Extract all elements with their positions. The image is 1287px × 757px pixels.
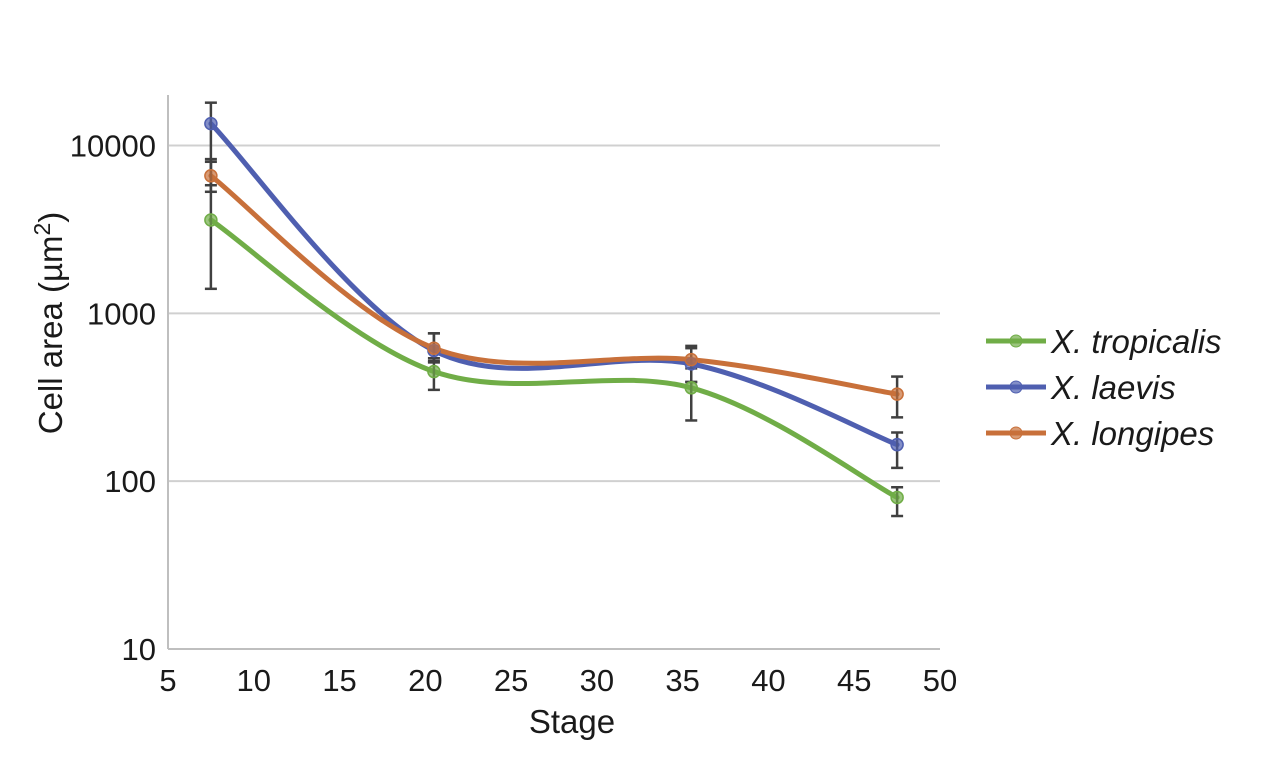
y-tick-label: 10000 — [70, 129, 156, 164]
data-point — [890, 490, 904, 505]
y-tick-label: 10 — [122, 632, 156, 667]
x-tick-labels: 5 10 15 20 25 30 35 40 45 50 — [159, 663, 957, 698]
legend-label: X. longipes — [1050, 415, 1214, 452]
data-point — [684, 352, 698, 367]
data-point — [427, 364, 441, 379]
y-axis-title-main: Cell area (µm — [32, 236, 69, 435]
x-tick-label: 30 — [580, 663, 614, 698]
data-point — [684, 381, 698, 395]
x-tick-label: 20 — [408, 663, 442, 698]
legend-marker — [1009, 380, 1023, 394]
legend-item: X. tropicalis — [986, 323, 1222, 360]
x-tick-label: 5 — [159, 663, 176, 698]
data-point — [204, 116, 218, 131]
legend-label: X. laevis — [1050, 369, 1176, 406]
y-axis-title: Cell area (µm2) — [29, 212, 69, 435]
y-tick-labels: 10 100 1000 10000 — [70, 129, 156, 667]
y-axis-title-superscript: 2 — [29, 223, 55, 236]
legend-marker — [1009, 334, 1023, 348]
x-tick-label: 40 — [751, 663, 785, 698]
legend: X. tropicalis X. laevis X. longipes — [986, 323, 1222, 452]
legend-item: X. laevis — [986, 369, 1176, 406]
data-point — [427, 341, 441, 355]
y-tick-label: 1000 — [87, 296, 156, 331]
error-bars — [204, 101, 904, 518]
data-point — [890, 437, 904, 452]
x-tick-label: 25 — [494, 663, 528, 698]
data-point — [890, 387, 904, 401]
gridlines — [168, 144, 940, 483]
x-tick-label: 15 — [322, 663, 356, 698]
series-lines — [208, 121, 900, 500]
series-line — [208, 217, 900, 500]
x-tick-label: 45 — [837, 663, 871, 698]
y-axis-title-close: ) — [32, 212, 69, 223]
y-tick-label: 100 — [104, 464, 156, 499]
data-point — [204, 213, 218, 227]
legend-label: X. tropicalis — [1050, 323, 1222, 360]
x-tick-label: 35 — [665, 663, 699, 698]
x-tick-label: 50 — [923, 663, 957, 698]
data-points — [204, 116, 904, 505]
data-point — [204, 169, 218, 183]
legend-marker — [1009, 426, 1023, 440]
x-tick-label: 10 — [237, 663, 271, 698]
series-line — [208, 173, 900, 397]
series-line — [208, 121, 900, 448]
legend-item: X. longipes — [986, 415, 1214, 452]
x-axis-title: Stage — [529, 703, 615, 740]
